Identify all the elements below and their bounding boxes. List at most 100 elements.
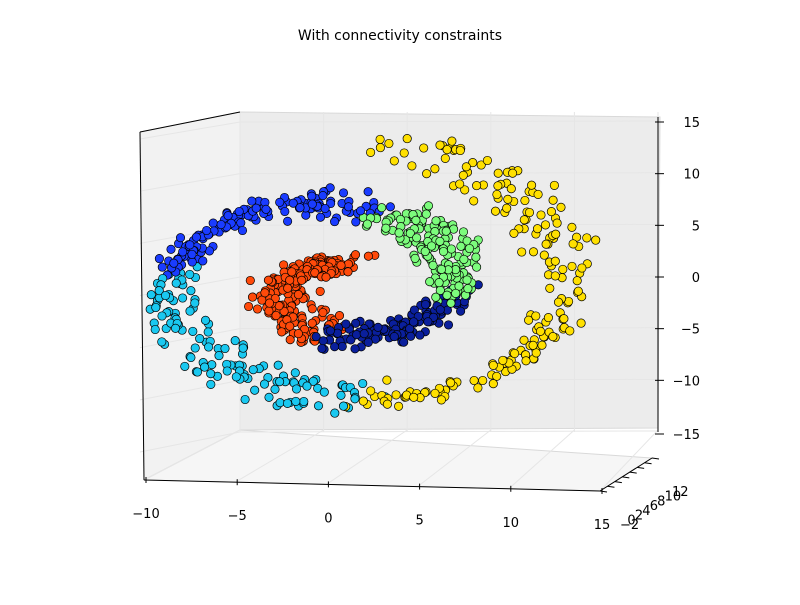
data-point	[389, 332, 399, 342]
grid-line	[234, 429, 324, 483]
data-point	[422, 169, 432, 179]
data-point	[442, 145, 452, 155]
data-point	[285, 275, 295, 285]
data-point	[318, 307, 328, 318]
data-point	[325, 326, 335, 336]
y-tick-mark	[637, 466, 645, 469]
data-point	[377, 203, 387, 213]
data-point	[508, 168, 518, 178]
data-point	[216, 219, 226, 230]
data-point	[285, 321, 295, 331]
data-point	[382, 399, 392, 409]
data-point	[548, 195, 558, 205]
data-point	[384, 138, 394, 149]
data-point	[531, 348, 541, 358]
data-point	[198, 256, 208, 266]
data-point	[191, 232, 201, 242]
data-point	[318, 191, 328, 201]
x-tick-label: 10	[503, 516, 520, 531]
data-point	[493, 181, 503, 191]
data-point	[150, 324, 160, 335]
data-point	[543, 313, 553, 323]
data-point	[551, 229, 561, 239]
data-point	[157, 262, 167, 272]
data-point	[200, 315, 211, 325]
z-tick-label: −10	[673, 374, 700, 389]
data-point	[178, 247, 188, 257]
y-tick-mark	[607, 485, 615, 488]
data-point	[420, 246, 430, 257]
data-point	[451, 288, 461, 298]
data-point	[208, 218, 218, 228]
data-point	[550, 271, 560, 281]
data-point	[528, 247, 539, 257]
data-point	[264, 298, 275, 308]
data-point	[431, 292, 441, 302]
data-point	[260, 288, 270, 298]
data-point	[492, 371, 502, 381]
data-point	[170, 323, 181, 333]
data-point	[350, 344, 360, 354]
data-point	[456, 241, 466, 251]
data-point	[175, 233, 186, 243]
data-point	[356, 206, 366, 216]
data-point	[330, 342, 340, 352]
data-point	[482, 155, 492, 166]
data-point	[550, 256, 560, 266]
data-point	[469, 196, 479, 206]
left-edge-line	[139, 131, 145, 481]
data-point	[362, 219, 372, 229]
data-point	[462, 275, 472, 285]
data-point	[261, 204, 271, 214]
y-tick-label: 12	[672, 485, 689, 500]
chart-title: With connectivity constraints	[298, 28, 502, 44]
y-tick-label: 6	[650, 499, 658, 514]
data-point	[271, 310, 281, 321]
data-point	[415, 330, 425, 340]
data-point	[541, 239, 551, 249]
data-point	[567, 261, 577, 271]
data-point	[341, 319, 351, 329]
data-point	[535, 326, 546, 336]
grid-line	[239, 120, 659, 123]
data-point	[385, 202, 395, 212]
y-tick-label: 10	[665, 490, 682, 505]
data-point	[343, 259, 353, 269]
grid-line	[139, 431, 241, 453]
grid-line	[599, 429, 659, 492]
data-point	[302, 381, 312, 391]
data-point	[287, 267, 297, 277]
data-point	[421, 209, 431, 219]
data-point	[391, 390, 401, 400]
data-point	[488, 379, 498, 389]
data-point	[456, 306, 466, 316]
data-point	[531, 311, 541, 321]
data-point	[446, 378, 456, 388]
data-point	[236, 218, 246, 228]
data-point	[245, 275, 255, 286]
data-point	[460, 185, 470, 195]
data-point	[438, 246, 449, 257]
data-point	[313, 401, 324, 411]
data-point	[476, 160, 486, 170]
data-point	[576, 318, 586, 328]
data-point	[317, 343, 327, 354]
grid-line	[143, 429, 241, 481]
data-point	[337, 341, 347, 352]
grid-line	[139, 121, 241, 140]
data-point	[154, 254, 164, 264]
data-point	[350, 394, 360, 404]
data-point	[169, 258, 179, 268]
data-point	[338, 401, 349, 411]
data-point	[206, 369, 216, 379]
data-point	[250, 385, 260, 395]
data-point	[263, 275, 273, 285]
data-point	[238, 343, 248, 353]
z-tick-label: 10	[683, 168, 700, 183]
data-point	[440, 153, 450, 163]
data-point	[190, 343, 200, 353]
data-point	[363, 187, 373, 197]
z-tick-label: 0	[692, 271, 700, 286]
data-point	[157, 337, 167, 347]
data-point	[291, 396, 301, 406]
